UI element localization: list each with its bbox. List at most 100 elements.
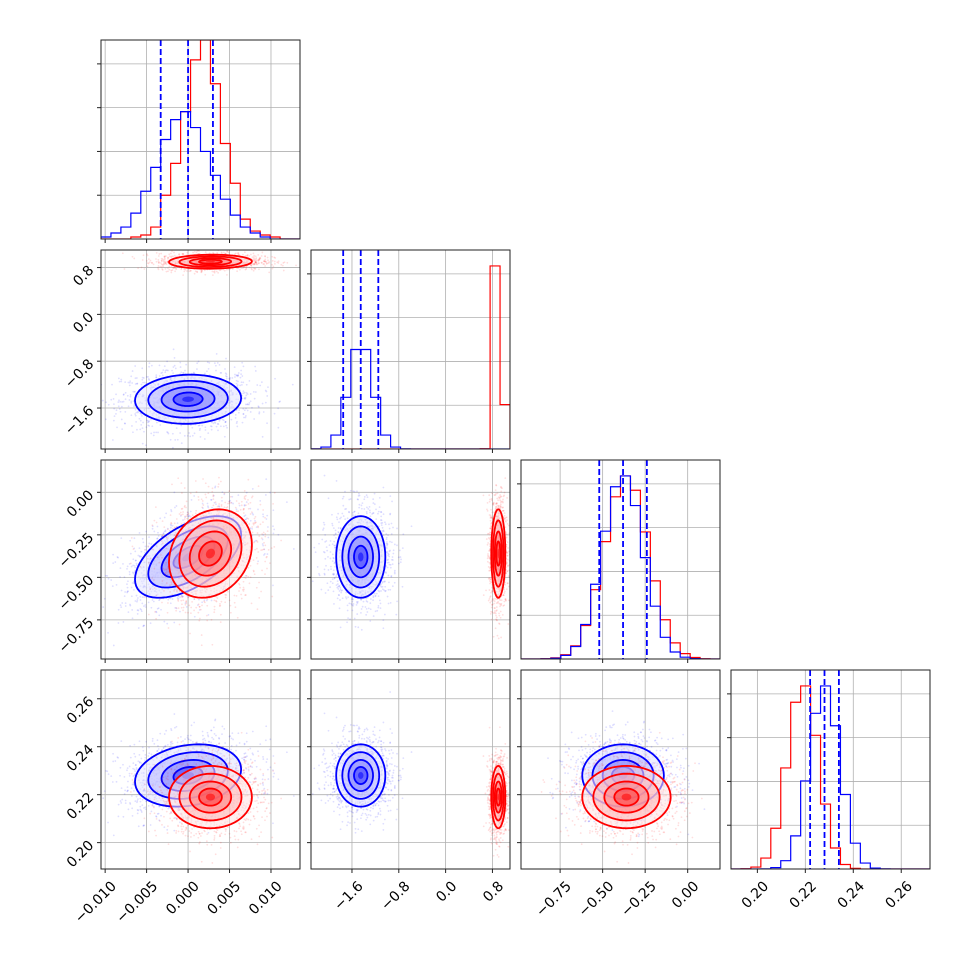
scatter-point bbox=[123, 268, 126, 270]
scatter-point bbox=[120, 378, 123, 381]
scatter-point bbox=[253, 540, 256, 543]
scatter-point bbox=[243, 397, 246, 400]
scatter-point bbox=[250, 265, 253, 267]
scatter-point bbox=[212, 251, 215, 254]
scatter-point bbox=[206, 598, 209, 601]
scatter-point bbox=[200, 644, 203, 647]
scatter-point bbox=[136, 564, 138, 567]
scatter-point bbox=[204, 493, 207, 496]
scatter-point bbox=[126, 583, 128, 586]
scatter-point bbox=[262, 509, 265, 511]
scatter-point bbox=[202, 507, 204, 509]
scatter-point bbox=[157, 431, 159, 434]
scatter-point bbox=[165, 512, 168, 515]
scatter-point bbox=[120, 380, 123, 383]
scatter-point bbox=[127, 590, 129, 593]
scatter-point bbox=[153, 557, 156, 560]
scatter-point bbox=[193, 615, 196, 618]
panel-content bbox=[102, 476, 295, 647]
scatter-point bbox=[265, 478, 268, 481]
scatter-point bbox=[150, 261, 153, 264]
scatter-point bbox=[134, 559, 137, 562]
scatter-point bbox=[186, 513, 189, 516]
scatter-point bbox=[163, 526, 166, 529]
contour-line bbox=[178, 255, 243, 268]
scatter-point bbox=[157, 265, 160, 267]
scatter-point bbox=[238, 268, 241, 271]
panel-p1-p3 bbox=[97, 459, 301, 663]
scatter-point bbox=[271, 267, 274, 270]
scatter-point bbox=[235, 594, 238, 597]
scatter-point bbox=[139, 419, 142, 422]
scatter-point bbox=[117, 608, 120, 611]
scatter-point bbox=[132, 390, 135, 393]
scatter-point bbox=[186, 511, 189, 514]
scatter-point bbox=[150, 418, 152, 421]
scatter-point bbox=[244, 498, 247, 500]
scatter-point bbox=[251, 527, 254, 530]
scatter-point bbox=[197, 424, 200, 427]
scatter-point bbox=[225, 252, 227, 255]
scatter-point bbox=[188, 270, 191, 273]
scatter-point bbox=[188, 432, 190, 434]
scatter-point bbox=[173, 357, 176, 359]
scatter-point bbox=[179, 596, 181, 599]
scatter-point bbox=[104, 574, 107, 577]
scatter-point bbox=[190, 606, 193, 609]
scatter-point bbox=[140, 555, 143, 558]
scatter-point bbox=[167, 369, 169, 372]
scatter-point bbox=[233, 601, 236, 604]
scatter-point bbox=[158, 364, 161, 367]
scatter-point bbox=[127, 580, 129, 583]
scatter-point bbox=[272, 265, 275, 268]
scatter-point bbox=[264, 544, 267, 547]
scatter-point bbox=[147, 613, 150, 616]
scatter-point bbox=[248, 523, 251, 525]
scatter-point bbox=[258, 412, 261, 415]
scatter-point bbox=[169, 514, 172, 516]
scatter-point bbox=[158, 375, 161, 377]
scatter-point bbox=[175, 607, 178, 610]
scatter-point bbox=[137, 554, 140, 557]
scatter-point bbox=[178, 253, 180, 256]
scatter-point bbox=[205, 496, 208, 499]
scatter-point bbox=[177, 477, 180, 480]
scatter-point bbox=[254, 261, 257, 263]
scatter-point bbox=[253, 256, 255, 258]
scatter-point bbox=[260, 537, 263, 540]
scatter-point bbox=[250, 602, 253, 605]
scatter-point bbox=[226, 250, 228, 253]
scatter-point bbox=[124, 602, 127, 605]
scatter-point bbox=[224, 420, 227, 423]
scatter-point bbox=[145, 444, 147, 447]
scatter-point bbox=[241, 588, 244, 591]
scatter-point bbox=[134, 365, 137, 367]
scatter-point bbox=[198, 605, 201, 608]
scatter-point bbox=[174, 506, 176, 509]
scatter-point bbox=[207, 505, 209, 508]
scatter-point bbox=[168, 265, 171, 268]
scatter-point bbox=[181, 596, 183, 599]
scatter-point bbox=[210, 425, 213, 428]
scatter-point bbox=[174, 367, 177, 370]
scatter-point bbox=[157, 267, 159, 269]
scatter-point bbox=[221, 252, 223, 255]
scatter-point bbox=[151, 425, 154, 428]
scatter-point bbox=[182, 253, 185, 255]
scatter-point bbox=[228, 599, 231, 602]
scatter-point bbox=[144, 551, 146, 554]
scatter-point bbox=[207, 485, 210, 488]
scatter-point bbox=[179, 610, 181, 613]
scatter-point bbox=[193, 598, 196, 600]
panel-p2-p2 bbox=[307, 249, 511, 453]
scatter-point bbox=[242, 390, 245, 393]
scatter-point bbox=[139, 599, 142, 601]
scatter-point bbox=[167, 256, 170, 259]
scatter-point bbox=[264, 516, 266, 519]
scatter-point bbox=[148, 261, 151, 264]
scatter-point bbox=[231, 377, 234, 379]
scatter-point bbox=[192, 371, 195, 374]
scatter-point bbox=[124, 398, 127, 401]
scatter-point bbox=[231, 268, 234, 270]
scatter-point bbox=[264, 258, 267, 261]
